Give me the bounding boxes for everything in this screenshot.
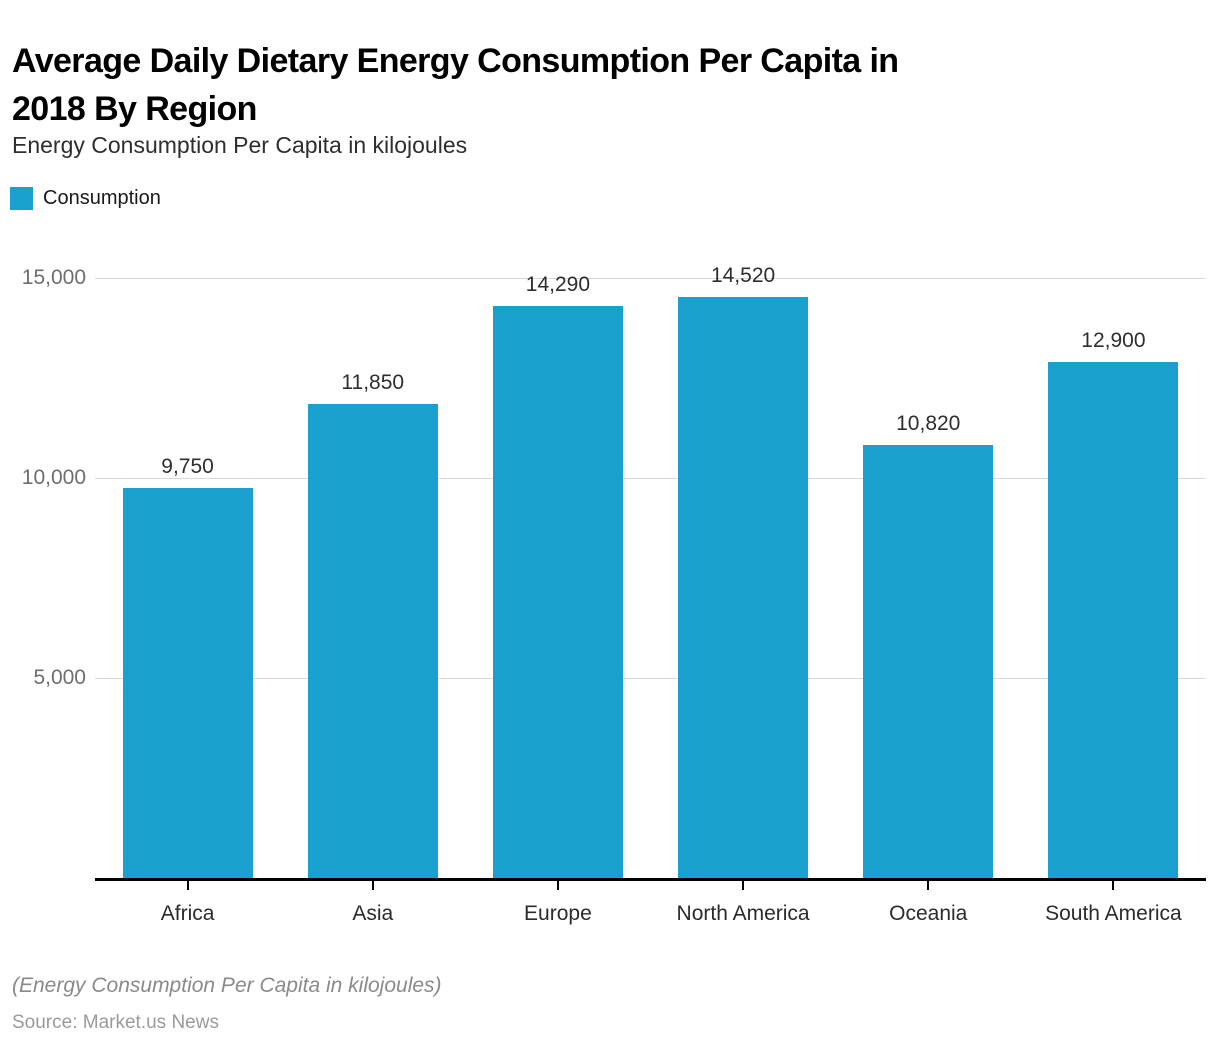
legend-swatch-icon — [10, 187, 33, 210]
x-axis-category-label: Africa — [160, 902, 215, 925]
legend-label: Consumption — [43, 187, 161, 209]
bar-value-label: 11,850 — [341, 371, 405, 394]
x-axis-tick — [186, 881, 189, 890]
gridline — [95, 278, 1206, 279]
bar-south-america — [1048, 362, 1179, 878]
bar-africa — [122, 488, 253, 878]
chart-title: Average Daily Dietary Energy Consumption… — [12, 37, 1182, 133]
x-axis-category-label: Europe — [524, 902, 592, 925]
x-axis-tick — [742, 881, 745, 890]
legend: Consumption — [10, 187, 161, 210]
x-axis-category-label: Asia — [352, 902, 394, 925]
chart-source: Source: Market.us News — [12, 1012, 219, 1033]
x-axis-tick — [927, 881, 930, 890]
y-axis-tick-label: 5,000 — [33, 666, 86, 689]
x-axis-category-label: South America — [1045, 902, 1182, 925]
gridline — [95, 678, 1206, 679]
x-axis-category-label: Oceania — [889, 902, 968, 925]
y-axis-tick-label: 10,000 — [21, 466, 86, 489]
bar-value-label: 9,750 — [161, 455, 214, 478]
bar-value-label: 14,520 — [710, 264, 776, 288]
bar-value-label: 14,290 — [525, 273, 591, 297]
chart-footnote: (Energy Consumption Per Capita in kilojo… — [12, 974, 442, 997]
bar-asia — [307, 404, 438, 878]
bar-oceania — [863, 445, 994, 878]
x-axis-tick — [1112, 881, 1115, 890]
bar-value-label: 10,820 — [896, 412, 961, 436]
x-axis-tick — [556, 881, 559, 890]
chart-title-line-1: Average Daily Dietary Energy Consumption… — [12, 41, 899, 80]
chart-subtitle: Energy Consumption Per Capita in kilojou… — [12, 132, 468, 158]
x-axis-line — [95, 878, 1206, 881]
x-axis-tick — [371, 881, 374, 890]
chart-title-line-2: 2018 By Region — [12, 89, 257, 128]
bar-value-label: 12,900 — [1081, 329, 1146, 352]
gridline — [95, 478, 1206, 479]
bar-europe — [492, 306, 623, 878]
y-axis-tick-label: 15,000 — [21, 266, 86, 289]
x-axis-category-label: North America — [676, 902, 810, 925]
bar-north-america — [678, 297, 809, 878]
